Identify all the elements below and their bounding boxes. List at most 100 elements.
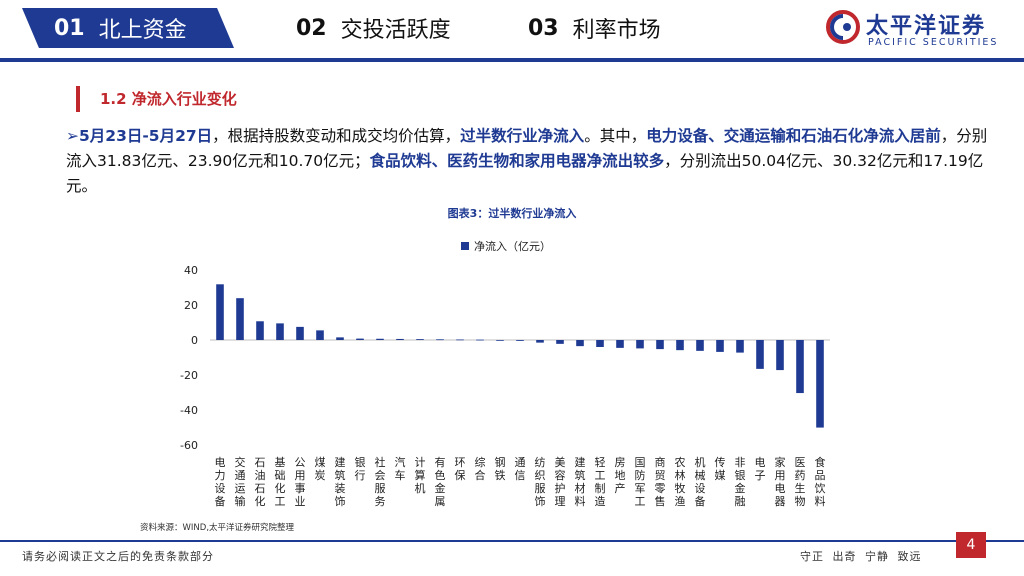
x-tick-label: 汽车	[395, 455, 406, 482]
bar	[376, 338, 384, 340]
text-segment: ，根据持股数变动和成交均价估算，	[212, 127, 461, 145]
top-nav: 01 北上资金 02 交投活跃度 03 利率市场 太平洋证券 PACIFIC S…	[0, 0, 1024, 58]
tab-number: 01	[54, 15, 85, 41]
x-tick-label: 银行	[355, 455, 366, 482]
chart-title: 图表3：过半数行业净流入	[447, 207, 577, 220]
x-tick-label: 电力设备	[215, 456, 226, 508]
bullet-arrow-icon: ➢	[66, 127, 79, 145]
x-tick-label: 房地产	[615, 456, 626, 495]
y-tick-label: -40	[180, 404, 198, 417]
summary-paragraph: ➢5月23日-5月27日，根据持股数变动和成交均价估算，过半数行业净流入。其中，…	[66, 124, 1002, 199]
bar	[536, 340, 544, 343]
bar	[476, 339, 484, 341]
bar	[576, 340, 584, 347]
tab-interest-rate[interactable]: 03 利率市场	[528, 8, 661, 48]
x-tick-label: 基础化工	[275, 456, 286, 508]
x-tick-label: 环保	[455, 456, 466, 482]
bar	[336, 337, 344, 340]
page-number: 4	[956, 532, 986, 558]
x-tick-label: 家用电器	[775, 455, 786, 508]
x-tick-label: 综合	[475, 455, 486, 482]
x-tick-label: 农林牧渔	[675, 455, 686, 508]
x-tick-label: 公用事业	[295, 456, 306, 508]
bar	[556, 340, 564, 344]
section-title: 1.2 净流入行业变化	[100, 90, 237, 108]
y-tick-label: 20	[184, 299, 198, 312]
bar	[616, 340, 624, 348]
x-tick-label: 钢铁	[495, 456, 506, 482]
header-divider	[0, 58, 1024, 62]
bar	[776, 340, 784, 371]
x-tick-label: 石油石化	[255, 456, 266, 508]
tab-number: 03	[528, 15, 559, 41]
x-tick-label: 交通运输	[235, 455, 246, 508]
x-tick-label: 建筑装饰	[335, 455, 346, 508]
bar	[736, 340, 744, 353]
x-tick-label: 食品饮料	[815, 455, 826, 508]
legend-swatch	[461, 242, 469, 250]
footer-divider	[0, 540, 1024, 542]
bar	[596, 340, 604, 347]
y-tick-label: -60	[180, 439, 198, 452]
section-marker	[76, 86, 80, 112]
brand-name-en: PACIFIC SECURITIES	[868, 37, 999, 48]
tab-north-capital[interactable]: 01 北上资金	[22, 8, 234, 48]
bar	[676, 340, 684, 351]
text-segment: 。其中，	[584, 127, 647, 145]
disclaimer-text: 请务必阅读正文之后的免责条款部分	[22, 550, 214, 563]
bar	[496, 340, 504, 341]
x-tick-label: 美容护理	[555, 456, 566, 508]
highlight-inflow: 过半数行业净流入	[460, 127, 585, 145]
brand-name-cn: 太平洋证券	[866, 14, 987, 39]
brand-logo: 太平洋证券 PACIFIC SECURITIES	[826, 6, 1016, 52]
bar	[436, 339, 444, 341]
bar	[316, 330, 324, 340]
y-tick-label: -20	[180, 369, 198, 382]
x-tick-label: 商贸零售	[655, 455, 666, 508]
bar	[516, 340, 524, 341]
brand-mark-icon	[826, 10, 860, 44]
bar	[796, 340, 804, 394]
bar	[756, 340, 764, 369]
y-tick-label: 0	[191, 334, 198, 347]
bar	[256, 321, 264, 340]
tab-number: 02	[296, 15, 327, 41]
x-tick-label: 传媒	[715, 456, 726, 482]
bar	[456, 339, 464, 341]
x-tick-label: 非银金融	[735, 456, 746, 508]
x-tick-label: 有色金属	[435, 455, 446, 508]
company-motto: 守正 出奇 宁静 致远	[800, 550, 922, 563]
bar	[816, 340, 824, 428]
tab-label: 交投活跃度	[340, 18, 451, 43]
bar	[396, 338, 404, 340]
x-tick-label: 轻工制造	[595, 455, 606, 508]
legend-label: 净流入（亿元）	[474, 239, 551, 253]
x-tick-label: 电子	[755, 456, 766, 482]
x-tick-label: 医药生物	[795, 456, 806, 508]
tab-trading-activity[interactable]: 02 交投活跃度	[296, 8, 451, 48]
bar	[296, 326, 304, 340]
date-range: 5月23日-5月27日	[79, 127, 213, 145]
text-segment: ，分别流出50.04亿元、30.32亿元和17.19亿元。	[66, 152, 984, 195]
text-segment: ，分别流入31.83亿元、23.90亿元和10.70亿元；	[66, 127, 988, 170]
bar	[716, 340, 724, 352]
bar	[236, 298, 244, 340]
x-tick-label: 社会服务	[375, 455, 386, 508]
bar	[696, 340, 704, 351]
x-tick-label: 机械设备	[695, 455, 706, 508]
bar	[356, 338, 364, 340]
y-tick-label: 40	[184, 264, 198, 277]
tab-label: 北上资金	[98, 18, 187, 43]
x-tick-label: 纺织服饰	[535, 455, 546, 508]
x-tick-label: 国防军工	[635, 456, 646, 508]
bar	[216, 284, 224, 340]
x-tick-label: 计算机	[415, 456, 426, 495]
highlight-top-inflow: 电力设备、交通运输和石油石化净流入居前	[646, 127, 941, 145]
bar	[636, 340, 644, 349]
tab-label: 利率市场	[572, 18, 661, 43]
bar	[276, 323, 284, 340]
x-tick-label: 煤炭	[315, 456, 326, 482]
highlight-top-outflow: 食品饮料、医药生物和家用电器净流出较多	[369, 152, 665, 170]
bar	[416, 339, 424, 340]
